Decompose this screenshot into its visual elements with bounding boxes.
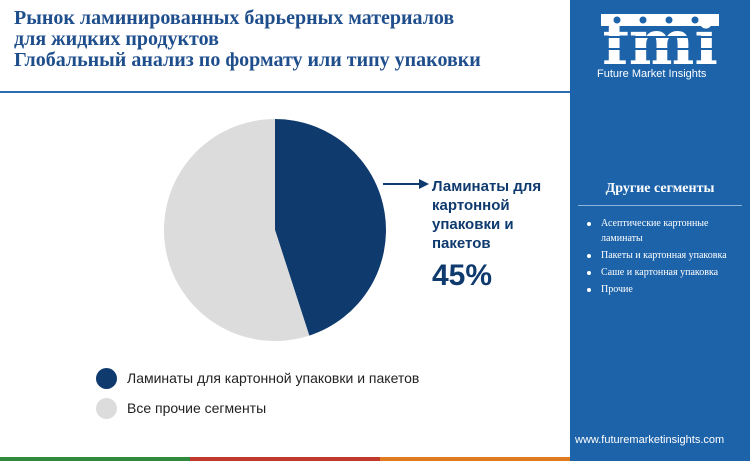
title-line-2: для жидких продуктов: [14, 28, 219, 50]
fmi-logo: fmi: [601, 6, 719, 79]
logo-tagline: Future Market Insights: [597, 68, 707, 80]
legend-item-other: Все прочие сегменты: [96, 397, 419, 419]
website-url: www.futuremarketinsights.com: [575, 434, 725, 446]
logo-icons-strip: [601, 14, 719, 26]
legend-swatch-laminates: [96, 367, 117, 389]
title-line-3: Глобальный анализ по формату или типу уп…: [14, 49, 481, 71]
sidebar-panel: [570, 0, 750, 461]
title-divider: [0, 91, 570, 93]
chart-title: Рынок ламинированных барьерных материало…: [14, 8, 564, 71]
legend-label: Все прочие сегменты: [127, 400, 267, 416]
other-segments-list: Асептические картонные ламинаты Пакеты и…: [585, 216, 740, 299]
legend-label: Ламинаты для картонной упаковки и пакето…: [127, 370, 420, 386]
segment-item: Пакеты и картонная упаковка: [585, 248, 740, 263]
other-segments-title: Другие сегменты: [605, 181, 715, 196]
pie-slice-other: [164, 119, 310, 341]
callout-arrow: [383, 179, 429, 189]
segment-item: Саше и картонная упаковка: [585, 265, 740, 280]
legend-swatch-other: [96, 397, 117, 419]
pie-chart: [164, 119, 386, 341]
chart-legend: Ламинаты для картонной упаковки и пакето…: [96, 367, 419, 427]
bottom-color-bar: [0, 457, 570, 461]
segment-item: Прочие: [585, 282, 740, 297]
pie-slice-laminates: [275, 119, 386, 336]
callout-label: Ламинаты для картонной упаковки и пакето…: [432, 178, 542, 252]
segment-item: Асептические картонные ламинаты: [585, 216, 740, 246]
callout-value: 45%: [432, 259, 493, 292]
title-line-1: Рынок ламинированных барьерных материало…: [14, 7, 455, 29]
legend-item-laminates: Ламинаты для картонной упаковки и пакето…: [96, 367, 419, 389]
other-segments-divider: [578, 205, 742, 206]
